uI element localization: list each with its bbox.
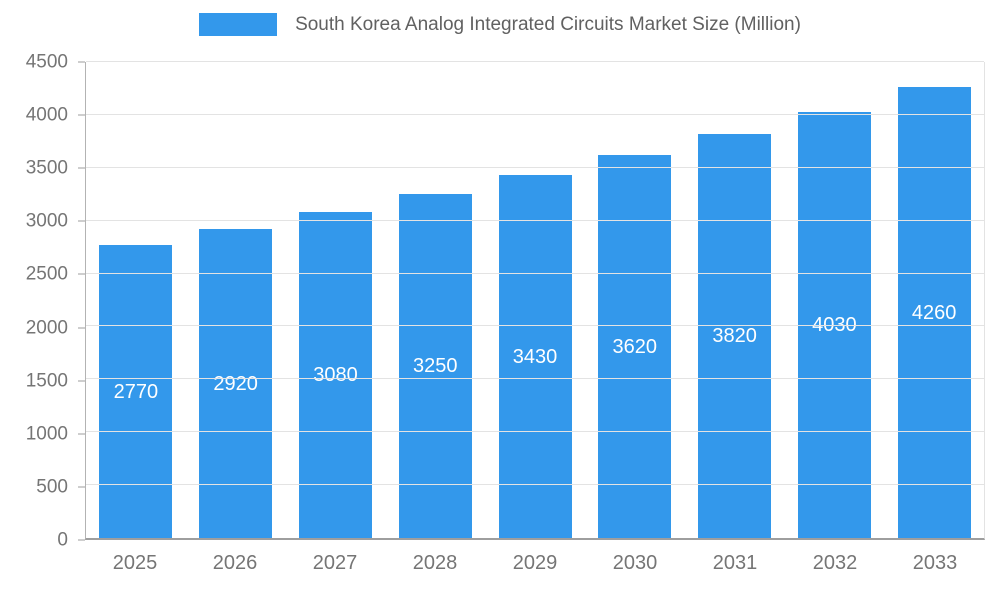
bar-column: 3080 [286, 62, 386, 538]
x-axis-tick-label: 2033 [912, 552, 958, 574]
bar: 2920 [199, 229, 273, 538]
gridline [86, 61, 984, 62]
bar-value-label: 3080 [313, 364, 358, 387]
chart-title: South Korea Analog Integrated Circuits M… [295, 13, 801, 35]
bar: 3080 [298, 212, 372, 538]
gridline [86, 431, 984, 433]
bar-column: 3250 [385, 62, 485, 538]
bar: 3430 [498, 175, 572, 538]
x-axis-tick-label: 2032 [812, 552, 858, 574]
gridline [86, 272, 984, 274]
bar-value-label: 4030 [812, 313, 857, 336]
bar: 3620 [598, 155, 672, 538]
y-axis-tick [78, 273, 85, 275]
y-axis-tick [78, 539, 85, 541]
bar: 4260 [897, 87, 971, 538]
x-axis-tick-label: 2029 [512, 552, 558, 574]
bar: 3820 [698, 133, 772, 538]
y-axis-tick [78, 61, 85, 63]
bar-value-label: 3250 [412, 355, 458, 378]
y-axis-tick-label: 3000 [25, 210, 68, 232]
y-axis-tick [78, 220, 85, 222]
bar-column: 3430 [485, 62, 585, 538]
bar-column: 4260 [884, 62, 984, 538]
y-axis-tick-label: 1500 [25, 370, 68, 392]
bar-column: 2770 [86, 62, 186, 538]
y-axis-tick [78, 167, 85, 169]
y-axis-tick [78, 327, 85, 329]
y-axis-tick [78, 114, 85, 116]
gridline [86, 166, 984, 168]
y-axis-tick-label: 2000 [25, 317, 68, 339]
gridline [86, 113, 984, 115]
y-axis-tick-label: 4000 [25, 104, 68, 126]
x-axis-tick-label: 2030 [612, 552, 658, 574]
bar-value-label: 3430 [512, 345, 558, 368]
y-axis-tick [78, 380, 85, 382]
y-axis-tick [78, 486, 85, 488]
bar-value-label: 2920 [213, 372, 258, 395]
chart-legend: South Korea Analog Integrated Circuits M… [0, 13, 1000, 36]
bar-value-label: 3820 [712, 324, 757, 347]
x-axis: 2025 2026 2027 2028 2029 2030 2031 2032 2033 [85, 552, 985, 575]
bar: 2770 [99, 245, 173, 538]
x-axis-tick-label: 2025 [112, 552, 158, 574]
y-axis: 0 500 1000 1500 2000 2500 3000 3500 4000 4500 [0, 53, 85, 550]
x-axis-tick-label: 2031 [712, 552, 758, 574]
legend-swatch [199, 13, 278, 36]
bar-column: 3620 [585, 62, 685, 538]
bars-row: 2770 2920 3080 3250 3430 3620 3820 4030 4260 [86, 62, 984, 538]
bar-column: 4030 [784, 62, 884, 538]
bar-column: 3820 [685, 62, 785, 538]
bar: 4030 [797, 111, 871, 538]
bar-value-label: 2770 [113, 380, 159, 403]
y-axis-tick [78, 433, 85, 435]
y-axis-tick-label: 0 [57, 529, 68, 551]
bar-value-label: 4260 [911, 301, 957, 324]
x-axis-tick-label: 2026 [212, 552, 258, 574]
bar: 3250 [398, 194, 472, 538]
gridline [86, 219, 984, 221]
y-axis-tick-label: 1000 [25, 423, 68, 445]
x-axis-tick-label: 2028 [412, 552, 458, 574]
bar-column: 2920 [186, 62, 286, 538]
y-axis-tick-label: 4500 [25, 51, 68, 73]
bar-value-label: 3620 [612, 335, 658, 358]
x-axis-tick-label: 2027 [312, 552, 358, 574]
plot-area: 2770 2920 3080 3250 3430 3620 3820 4030 4260 [85, 61, 985, 540]
gridline [86, 484, 984, 486]
gridline [86, 378, 984, 380]
y-axis-tick-label: 500 [36, 476, 68, 498]
y-axis-tick-label: 3500 [25, 157, 68, 179]
gridline [86, 325, 984, 327]
y-axis-tick-label: 2500 [25, 263, 68, 285]
